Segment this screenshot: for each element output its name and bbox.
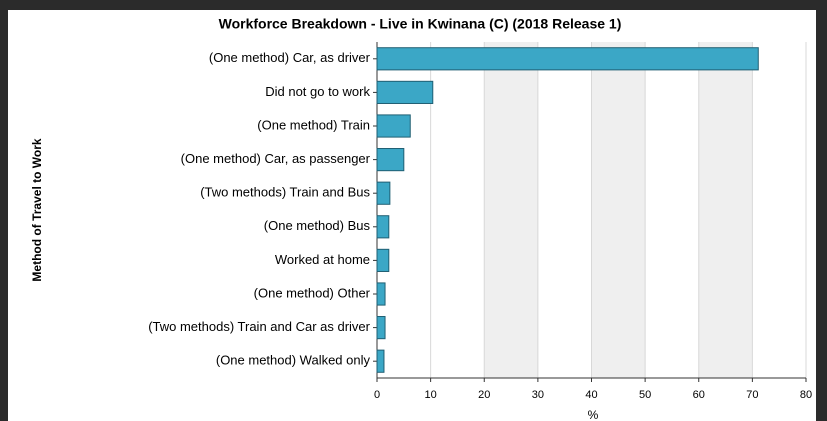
y-tick-label: Did not go to work xyxy=(265,84,370,99)
bar xyxy=(376,215,390,239)
bar xyxy=(376,181,391,205)
x-tick-label: 10 xyxy=(425,389,437,401)
bar xyxy=(376,114,411,138)
grid-band xyxy=(591,42,646,378)
y-tick-label: (One method) Other xyxy=(254,285,371,300)
y-axis-title: Method of Travel to Work xyxy=(30,138,44,281)
x-tick-label: 20 xyxy=(478,389,490,401)
bar xyxy=(376,316,386,340)
y-tick-label: (One method) Car, as passenger xyxy=(181,151,371,166)
y-tick-label: (One method) Car, as driver xyxy=(209,50,371,65)
x-tick-label: 60 xyxy=(693,389,705,401)
bar xyxy=(376,80,434,104)
grid-band xyxy=(484,42,538,378)
y-tick-label: (One method) Walked only xyxy=(216,353,371,368)
x-tick-label: 30 xyxy=(532,389,544,401)
bar xyxy=(376,282,386,306)
bar xyxy=(376,349,385,373)
y-tick-label: (Two methods) Train and Car as driver xyxy=(148,319,370,334)
x-axis-title: % xyxy=(588,408,599,421)
grid-band xyxy=(698,42,753,378)
x-tick-label: 80 xyxy=(800,389,812,401)
x-tick-label: 0 xyxy=(374,389,380,401)
y-tick-label: Worked at home xyxy=(275,252,370,267)
y-tick-label: (Two methods) Train and Bus xyxy=(200,185,370,200)
bar xyxy=(376,148,405,172)
y-tick-label: (One method) Bus xyxy=(264,218,371,233)
x-tick-label: 40 xyxy=(585,389,597,401)
x-tick-label: 50 xyxy=(639,389,651,401)
y-tick-label: (One method) Train xyxy=(257,117,370,132)
bar xyxy=(376,47,759,71)
x-tick-label: 70 xyxy=(746,389,758,401)
bar xyxy=(376,248,390,272)
chart-title: Workforce Breakdown - Live in Kwinana (C… xyxy=(219,16,622,32)
